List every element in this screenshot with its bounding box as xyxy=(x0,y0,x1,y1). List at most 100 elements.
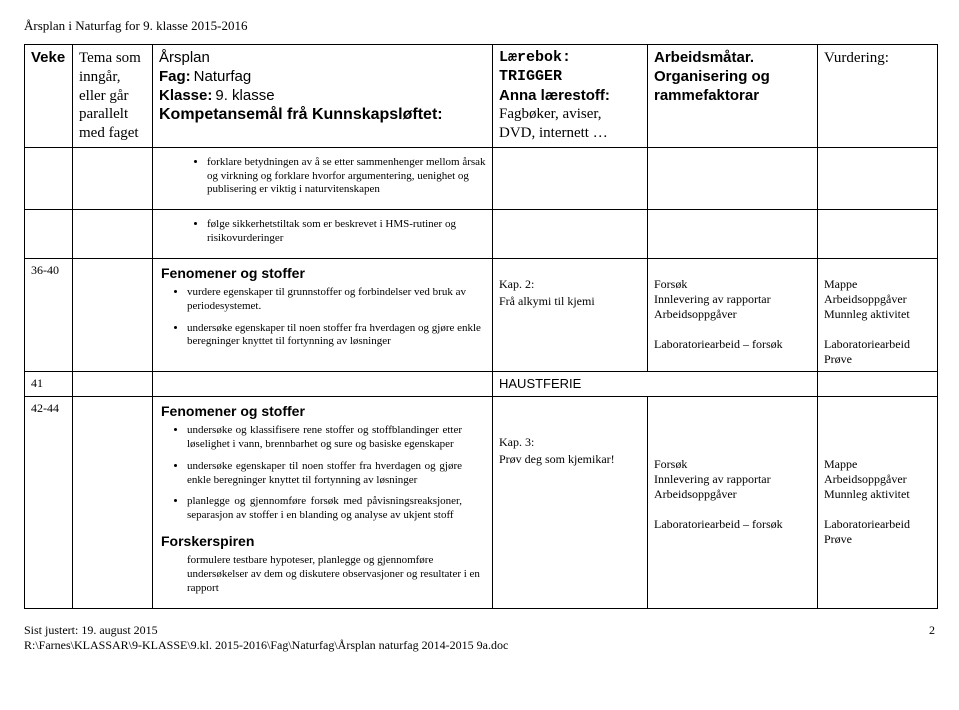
cell-empty xyxy=(25,147,73,209)
cell-empty xyxy=(73,396,153,608)
cell-vurd: Mappe Arbeidsoppgåver Munnleg aktivitet … xyxy=(818,258,938,371)
page-footer: Sist justert: 19. august 2015 R:\Farnes\… xyxy=(24,623,935,653)
hdr-laerebok-label: Lærebok: TRIGGER xyxy=(499,49,641,87)
vurd-line: Munnleg aktivitet xyxy=(824,307,931,322)
section-title: Forskerspiren xyxy=(161,533,486,551)
hdr-vurdering-label: Vurdering: xyxy=(824,50,889,66)
vurd-line: Munnleg aktivitet xyxy=(824,487,931,502)
footer-path: R:\Farnes\KLASSAR\9-KLASSE\9.kl. 2015-20… xyxy=(24,638,508,653)
cell-komp: Fenomener og stoffer vurdere egenskaper … xyxy=(153,258,493,371)
kap-label: Kap. 3: xyxy=(499,435,641,450)
cell-empty xyxy=(648,147,818,209)
hdr-anna-label: Anna lærestoff: xyxy=(499,87,610,104)
cell-empty xyxy=(73,371,153,396)
arbeid-line: Innlevering av rapportar xyxy=(654,292,811,307)
cell-komp: forklare betydningen av å se etter samme… xyxy=(153,147,493,209)
vurd-line xyxy=(824,322,931,337)
bullet-item: vurdere egenskaper til grunnstoffer og f… xyxy=(187,286,486,314)
hdr-arbeid-sub: Organisering og rammefaktorar xyxy=(654,68,811,106)
cell-empty xyxy=(153,371,493,396)
table-row: følge sikkerhetstiltak som er beskrevet … xyxy=(25,210,938,259)
cell-empty xyxy=(648,210,818,259)
vurd-line: Mappe xyxy=(824,277,931,292)
bullet-list: undersøke og klassifisere rene stoffer o… xyxy=(159,424,486,523)
bullet-list: vurdere egenskaper til grunnstoffer og f… xyxy=(159,286,486,349)
cell-empty xyxy=(818,147,938,209)
arbeid-line: Laboratoriearbeid – forsøk xyxy=(654,517,811,532)
vurd-line: Mappe xyxy=(824,457,931,472)
table-row: 41 HAUSTFERIE xyxy=(25,371,938,396)
hdr-klasse-label: Klasse: xyxy=(159,87,212,104)
cell-arbeid: Forsøk Innlevering av rapportar Arbeidso… xyxy=(648,396,818,608)
footer-left: Sist justert: 19. august 2015 R:\Farnes\… xyxy=(24,623,508,653)
arbeid-line: Innlevering av rapportar xyxy=(654,472,811,487)
cell-vurd: Mappe Arbeidsoppgåver Munnleg aktivitet … xyxy=(818,396,938,608)
arbeid-line xyxy=(654,322,811,337)
hdr-arbeid: Arbeidsmåtar. Organisering og rammefakto… xyxy=(648,45,818,148)
hdr-komp-label: Kompetansemål frå Kunnskapsløftet: xyxy=(159,105,486,125)
hdr-arbeid-title: Arbeidsmåtar. xyxy=(654,49,811,68)
table-header-row: Veke Tema som inngår, eller går parallel… xyxy=(25,45,938,148)
bullet-item: undersøke og klassifisere rene stoffer o… xyxy=(187,424,486,452)
cell-veke: 41 xyxy=(25,371,73,396)
table-row: 42-44 Fenomener og stoffer undersøke og … xyxy=(25,396,938,608)
hdr-vurdering: Vurdering: xyxy=(818,45,938,148)
cell-veke: 42-44 xyxy=(25,396,73,608)
hdr-anna-text: Fagbøker, aviser, DVD, internett … xyxy=(499,105,641,143)
vurd-line: Laboratoriearbeid xyxy=(824,517,931,532)
kap-label: Kap. 2: xyxy=(499,277,641,292)
hdr-tema-label: Tema som inngår, eller går parallelt med… xyxy=(79,50,141,141)
bullet-item: følge sikkerhetstiltak som er beskrevet … xyxy=(207,218,486,246)
hdr-tema: Tema som inngår, eller går parallelt med… xyxy=(73,45,153,148)
arbeid-line: Forsøk xyxy=(654,457,811,472)
cell-empty xyxy=(818,371,938,396)
cell-empty xyxy=(73,258,153,371)
cell-laerebok: Kap. 3: Prøv deg som kjemikar! xyxy=(493,396,648,608)
table-row: 36-40 Fenomener og stoffer vurdere egens… xyxy=(25,258,938,371)
bullet-list: formulere testbare hypoteser, planlegge … xyxy=(159,554,486,595)
cell-empty xyxy=(493,147,648,209)
hdr-klasse-val: 9. klasse xyxy=(215,87,274,104)
cell-laerebok: Kap. 2: Frå alkymi til kjemi xyxy=(493,258,648,371)
arbeid-line xyxy=(654,502,811,517)
bullet-item: undersøke egenskaper til noen stoffer fr… xyxy=(187,322,486,350)
hdr-veke-label: Veke xyxy=(31,49,65,66)
cell-komp: Fenomener og stoffer undersøke og klassi… xyxy=(153,396,493,608)
cell-komp: følge sikkerhetstiltak som er beskrevet … xyxy=(153,210,493,259)
hdr-komp: Årsplan Fag: Naturfag Klasse: 9. klasse … xyxy=(153,45,493,148)
bullet-item: undersøke egenskaper til noen stoffer fr… xyxy=(187,460,486,488)
section-title: Fenomener og stoffer xyxy=(161,265,486,283)
haustferie-label: HAUSTFERIE xyxy=(499,376,581,391)
bullet-item: forklare betydningen av å se etter samme… xyxy=(207,156,486,197)
cell-veke: 36-40 xyxy=(25,258,73,371)
vurd-line: Prøve xyxy=(824,352,931,367)
kap-text: Frå alkymi til kjemi xyxy=(499,294,641,309)
footer-page-number: 2 xyxy=(929,623,935,653)
vurd-line xyxy=(824,502,931,517)
vurd-line: Laboratoriearbeid xyxy=(824,337,931,352)
table-row: forklare betydningen av å se etter samme… xyxy=(25,147,938,209)
arbeid-line: Arbeidsoppgåver xyxy=(654,307,811,322)
bullet-list: følge sikkerhetstiltak som er beskrevet … xyxy=(159,218,486,246)
bullet-item: planlegge og gjennomføre forsøk med påvi… xyxy=(187,495,486,523)
hdr-laerebok: Lærebok: TRIGGER Anna lærestoff: Fagbøke… xyxy=(493,45,648,148)
cell-empty xyxy=(818,210,938,259)
cell-empty xyxy=(493,210,648,259)
hdr-veke: Veke xyxy=(25,45,73,148)
plan-table: Veke Tema som inngår, eller går parallel… xyxy=(24,44,938,609)
vurd-line: Arbeidsoppgåver xyxy=(824,472,931,487)
arbeid-line: Forsøk xyxy=(654,277,811,292)
cell-haustferie: HAUSTFERIE xyxy=(493,371,818,396)
arbeid-line: Laboratoriearbeid – forsøk xyxy=(654,337,811,352)
cell-empty xyxy=(73,210,153,259)
cell-empty xyxy=(73,147,153,209)
hdr-arsplan: Årsplan xyxy=(159,49,486,68)
vurd-line: Prøve xyxy=(824,532,931,547)
hdr-fag-val: Naturfag xyxy=(194,68,252,85)
vurd-line: Arbeidsoppgåver xyxy=(824,292,931,307)
kap-text: Prøv deg som kjemikar! xyxy=(499,452,641,467)
arbeid-line: Arbeidsoppgåver xyxy=(654,487,811,502)
hdr-fag-label: Fag: xyxy=(159,68,191,85)
cell-arbeid: Forsøk Innlevering av rapportar Arbeidso… xyxy=(648,258,818,371)
cell-empty xyxy=(25,210,73,259)
